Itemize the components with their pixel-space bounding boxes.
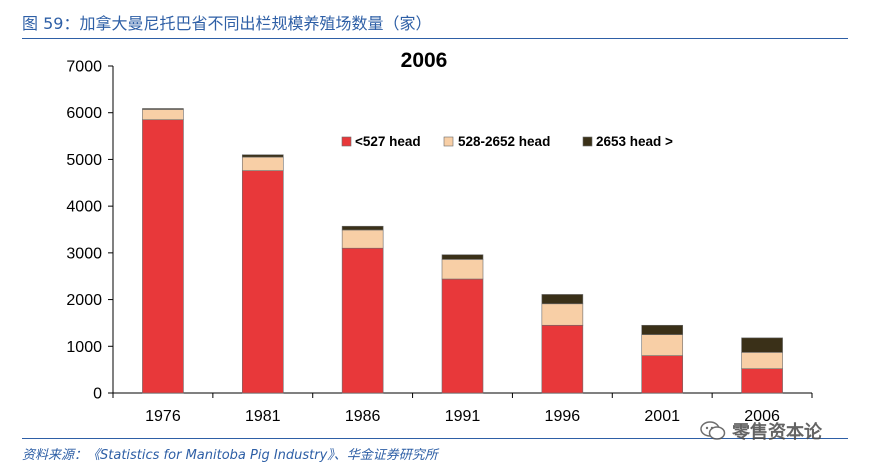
- bar-segment: [241, 156, 284, 171]
- bar-segment: [441, 278, 484, 394]
- x-tick-label: 1986: [345, 408, 381, 425]
- y-tick-label: 7000: [66, 59, 102, 76]
- y-tick-label: 0: [93, 386, 102, 403]
- legend-swatch: [443, 136, 454, 147]
- bar-segment: [341, 247, 384, 394]
- bar-segment: [241, 170, 284, 394]
- watermark-text: 零售资本论: [732, 422, 822, 443]
- legend-label: 2653 head >: [596, 134, 673, 149]
- bar-segment: [341, 229, 384, 249]
- bar-segment: [142, 109, 184, 121]
- bar-segment: [441, 259, 484, 280]
- bar-segment: [142, 119, 184, 394]
- y-tick-label: 6000: [66, 105, 102, 122]
- legend-label: 528-2652 head: [458, 134, 550, 149]
- bar-segment: [641, 355, 684, 394]
- chart-axes: 0 1000 2000 3000 4000 5000 6000 7000 1976 1981 198…: [66, 59, 813, 425]
- watermark: 零售资本论: [700, 418, 822, 444]
- x-tick-label: 1991: [445, 408, 481, 425]
- legend-label: <527 head: [355, 134, 421, 149]
- x-tick-label: 1981: [245, 408, 281, 425]
- bar-segment: [741, 368, 783, 394]
- y-tick-label: 4000: [66, 199, 102, 216]
- bar-segment: [541, 303, 584, 326]
- top-rule: [22, 38, 848, 39]
- bar-segment: [441, 254, 484, 260]
- y-tick-label: 5000: [66, 152, 102, 169]
- y-tick-label: 3000: [66, 245, 102, 262]
- y-tick-label: 1000: [66, 339, 102, 356]
- bar-segment: [341, 225, 384, 231]
- bar-segment: [641, 324, 684, 335]
- chart-legend: <527 head 528-2652 head 2653 head >: [341, 134, 673, 149]
- bottom-rule: [22, 438, 848, 439]
- source-note: 资料来源：《Statistics for Manitoba Pig Indust…: [22, 448, 438, 463]
- bar-segment: [541, 324, 584, 394]
- x-tick-label: 2001: [644, 408, 680, 425]
- y-tick-label: 2000: [66, 292, 102, 309]
- chart-title: 2006: [401, 49, 448, 72]
- bar-segment: [142, 108, 184, 110]
- bar-segment: [541, 294, 584, 305]
- legend-swatch: [582, 136, 593, 147]
- x-tick-label: 1976: [145, 408, 181, 425]
- x-tick-label: 2006: [744, 408, 780, 425]
- bar-segment: [641, 334, 684, 356]
- bar-segment: [741, 352, 783, 370]
- legend-swatch: [341, 136, 352, 147]
- chart-bars: [142, 108, 783, 394]
- bar-segment: [241, 154, 284, 158]
- bar-segment: [741, 337, 783, 353]
- wechat-icon: [700, 421, 726, 441]
- figure-title: 图 59：加拿大曼尼托巴省不同出栏规模养殖场数量（家）: [22, 14, 432, 33]
- x-tick-label: 1996: [545, 408, 581, 425]
